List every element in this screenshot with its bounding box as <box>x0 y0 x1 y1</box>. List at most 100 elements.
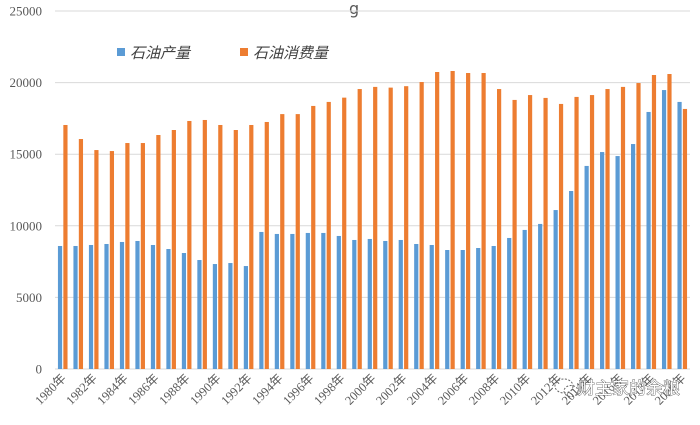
bar-production <box>661 90 667 370</box>
bar-consumption <box>342 97 347 369</box>
bar-production <box>491 245 496 369</box>
bar-consumption <box>636 83 641 369</box>
x-tick-label: 2006年 <box>435 371 471 407</box>
bar-consumption <box>156 135 161 369</box>
bar-consumption <box>264 121 269 369</box>
bar-production <box>646 111 651 370</box>
y-tick-label: 0 <box>36 362 43 377</box>
chart-title-fragment: g <box>349 0 359 18</box>
bar-production <box>507 237 512 369</box>
watermark: 财主家的余粮 <box>554 378 680 399</box>
bar-production <box>166 249 171 369</box>
legend-swatch-production <box>117 48 125 56</box>
bar-consumption <box>558 103 564 369</box>
bar-production <box>352 239 357 369</box>
wechat-icon <box>554 378 579 397</box>
bar-consumption <box>450 71 455 369</box>
x-tick-label: 1996年 <box>280 371 316 407</box>
bar-production <box>630 144 636 369</box>
x-tick-label: 1980年 <box>32 371 68 407</box>
y-tick-label: 5000 <box>16 290 42 305</box>
x-tick-label: 2012年 <box>528 371 564 407</box>
bar-consumption <box>682 108 688 369</box>
bar-consumption <box>171 130 176 369</box>
y-tick-label: 10000 <box>10 218 43 233</box>
bar-consumption <box>419 82 424 369</box>
bar-consumption <box>357 89 362 369</box>
bar-consumption <box>311 105 316 369</box>
bar-consumption <box>466 73 471 369</box>
x-tick-label: 2004年 <box>404 371 440 407</box>
bar-production <box>212 264 218 369</box>
bar-production <box>600 152 605 369</box>
bar-production <box>181 253 187 369</box>
legend-label-production: 石油产量 <box>130 44 192 62</box>
bar-production <box>584 165 589 369</box>
bar-consumption <box>233 130 238 369</box>
bar-production <box>569 191 574 369</box>
gridlines <box>55 10 690 370</box>
bar-consumption <box>605 89 610 369</box>
x-tick-label: 1994年 <box>249 371 285 407</box>
bar-production <box>414 243 419 369</box>
bar-consumption <box>295 114 300 369</box>
bar-consumption <box>651 75 657 369</box>
bar-consumption <box>125 143 130 369</box>
bar-consumption <box>589 95 595 369</box>
x-tick-label: 2008年 <box>466 371 502 407</box>
bar-consumption <box>574 96 579 370</box>
bar-consumption <box>435 72 440 369</box>
bar-consumption <box>94 150 99 369</box>
bar-consumption <box>667 74 672 369</box>
x-tick-label: 1990年 <box>187 371 223 407</box>
bar-consumption <box>543 97 548 370</box>
bar-consumption <box>109 151 115 369</box>
bar-production <box>305 232 310 369</box>
bar-consumption <box>63 124 68 370</box>
bar-consumption <box>187 120 192 369</box>
bar-consumption <box>481 73 486 369</box>
bar-consumption <box>404 86 409 370</box>
legend-label-consumption: 石油消费量 <box>253 44 330 62</box>
bar-consumption <box>249 124 254 370</box>
bar-consumption <box>620 86 626 370</box>
bar-consumption <box>373 86 378 370</box>
y-axis: 0 5000 10000 15000 20000 25000 <box>10 4 43 377</box>
bar-consumption <box>497 89 502 369</box>
bar-consumption <box>78 139 84 369</box>
bar-production <box>553 210 558 369</box>
bar-production <box>228 263 233 369</box>
x-tick-label: 2010年 <box>497 371 533 407</box>
bar-consumption <box>512 99 517 370</box>
bar-production <box>367 238 372 369</box>
watermark-text: 财主家的余粮 <box>578 379 680 399</box>
bar-production <box>290 233 295 369</box>
bar-production <box>104 243 109 369</box>
bar-production <box>677 101 682 370</box>
x-tick-label: 1982年 <box>63 371 99 407</box>
bar-production <box>398 239 403 369</box>
bar-production <box>274 233 279 369</box>
bar-production <box>150 244 156 369</box>
x-tick-label: 1986年 <box>125 371 161 407</box>
bar-production <box>259 231 264 369</box>
bar-production <box>460 250 465 369</box>
bar-production <box>336 235 341 369</box>
bar-production <box>57 245 63 369</box>
bar-production <box>88 244 94 369</box>
bars <box>57 71 688 370</box>
bar-production <box>135 240 140 369</box>
bar-production <box>538 223 543 369</box>
x-tick-label: 2002年 <box>373 371 409 407</box>
x-tick-label: 2000年 <box>342 371 378 407</box>
bar-consumption <box>202 119 207 369</box>
bar-production <box>383 240 388 369</box>
x-tick-label: 1984年 <box>94 371 130 407</box>
bar-production <box>197 260 202 369</box>
x-tick-label: 1988年 <box>156 371 192 407</box>
legend: 石油产量 石油消费量 <box>117 44 330 62</box>
bar-production <box>445 250 450 369</box>
bar-consumption <box>218 124 223 370</box>
bar-consumption <box>326 101 331 370</box>
